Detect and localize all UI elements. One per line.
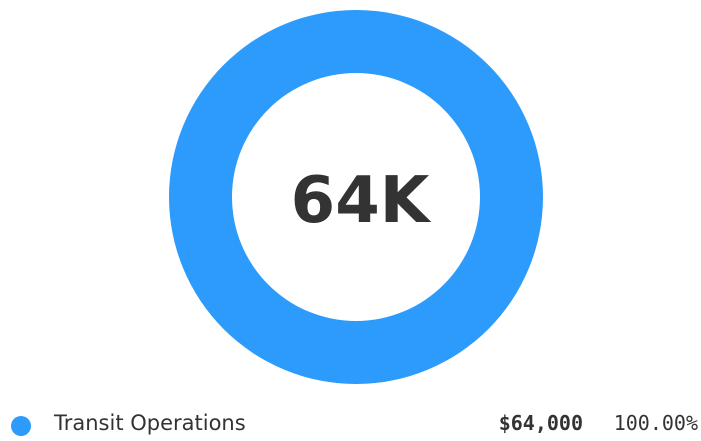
legend-item: Transit Operations $64,000 100.00% <box>0 408 701 441</box>
legend-label: Transit Operations <box>54 411 246 435</box>
legend-value: $64,000 <box>498 411 583 435</box>
legend-swatch-icon <box>11 416 31 436</box>
donut-slices <box>169 10 543 384</box>
legend-percent: 100.00% <box>613 411 698 435</box>
donut-center-total: 64K <box>291 164 432 238</box>
donut-slice-0 <box>169 10 543 384</box>
